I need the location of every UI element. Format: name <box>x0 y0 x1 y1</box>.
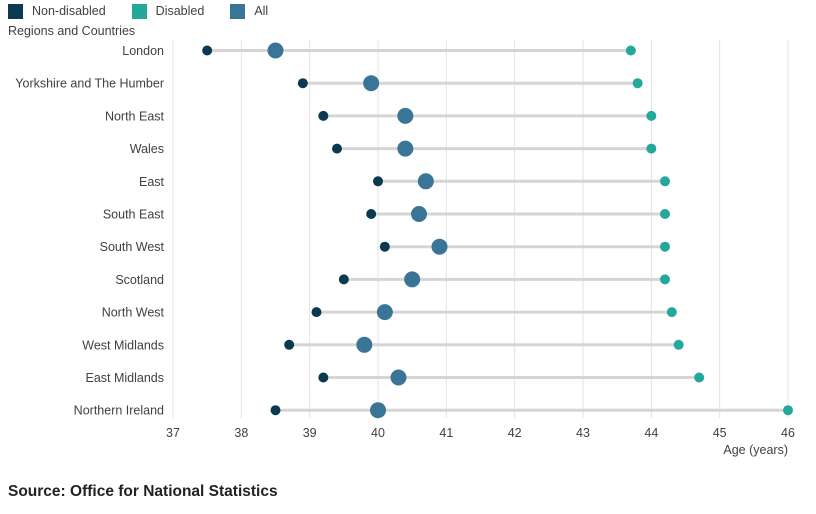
row-scotland <box>338 271 670 288</box>
legend: Non-disabled Disabled All <box>8 2 294 20</box>
dot-disabled-north-east[interactable] <box>646 110 657 121</box>
dot-non-disabled-northern-ireland[interactable] <box>270 405 281 416</box>
legend-swatch-disabled <box>131 3 147 19</box>
legend-item-non-disabled[interactable]: Non-disabled <box>8 3 106 19</box>
category-label-east-midlands: East Midlands <box>85 371 164 385</box>
legend-label-non-disabled: Non-disabled <box>32 4 106 18</box>
dot-disabled-yorkshire-and-the-humber[interactable] <box>632 78 643 89</box>
dot-non-disabled-south-east[interactable] <box>366 209 377 219</box>
dot-non-disabled-east[interactable] <box>373 176 383 187</box>
x-tick-label-38: 38 <box>234 426 248 440</box>
dot-disabled-south-east[interactable] <box>660 209 670 219</box>
grid-lines <box>172 40 789 418</box>
dot-all-yorkshire-and-the-humber[interactable] <box>363 75 380 92</box>
dot-disabled-north-west[interactable] <box>666 307 677 318</box>
row-northern-ireland <box>270 402 793 419</box>
dot-non-disabled-london[interactable] <box>202 45 213 56</box>
row-yorkshire-and-the-humber <box>297 75 643 92</box>
dot-all-south-east[interactable] <box>411 206 427 222</box>
legend-item-all[interactable]: All <box>230 3 269 19</box>
dot-all-north-east[interactable] <box>397 107 414 124</box>
category-label-scotland: Scotland <box>115 273 164 287</box>
legend-swatch-all <box>230 3 246 19</box>
dot-all-london[interactable] <box>267 42 284 59</box>
category-label-northern-ireland: Northern Ireland <box>74 404 164 418</box>
dot-non-disabled-wales[interactable] <box>332 143 342 154</box>
row-south-west <box>379 238 670 255</box>
x-axis-title: Age (years) <box>723 443 788 457</box>
dot-all-east[interactable] <box>417 173 434 190</box>
dot-non-disabled-east-midlands[interactable] <box>318 372 329 383</box>
category-label-west-midlands: West Midlands <box>82 338 164 352</box>
x-tick-label-39: 39 <box>303 426 317 440</box>
row-north-west <box>311 304 677 321</box>
dot-non-disabled-west-midlands[interactable] <box>284 339 295 350</box>
x-tick-labels: 37 38 39 40 41 42 43 44 45 46 <box>166 426 795 440</box>
dot-non-disabled-yorkshire-and-the-humber[interactable] <box>297 78 308 89</box>
dot-all-northern-ireland[interactable] <box>370 402 386 419</box>
y-category-labels: London Yorkshire and The Humber North East… <box>15 44 164 418</box>
legend-item-disabled[interactable]: Disabled <box>131 3 205 19</box>
row-west-midlands <box>284 336 684 353</box>
x-tick-label-46: 46 <box>781 426 795 440</box>
x-tick-label-40: 40 <box>371 426 385 440</box>
dot-non-disabled-north-east[interactable] <box>318 110 329 121</box>
data-rows <box>202 42 793 419</box>
x-tick-label-45: 45 <box>713 426 727 440</box>
row-east <box>373 173 670 190</box>
row-london <box>202 42 636 59</box>
legend-label-disabled: Disabled <box>155 4 205 18</box>
category-label-north-west: North West <box>102 306 165 320</box>
dot-all-scotland[interactable] <box>404 271 421 288</box>
dumbbell-chart: 37 38 39 40 41 42 43 44 45 46 London Yorkshire and… <box>15 40 795 440</box>
category-label-south-west: South West <box>100 240 165 254</box>
x-tick-label-44: 44 <box>644 426 658 440</box>
dot-disabled-south-west[interactable] <box>660 241 670 252</box>
dot-disabled-west-midlands[interactable] <box>673 339 684 350</box>
row-wales <box>332 140 657 157</box>
category-label-yorkshire-and-the-humber: Yorkshire and The Humber <box>15 77 164 91</box>
dot-non-disabled-north-west[interactable] <box>311 307 322 318</box>
legend-label-all: All <box>254 4 269 18</box>
category-label-east: East <box>139 175 165 189</box>
dot-non-disabled-south-west[interactable] <box>379 241 390 252</box>
dot-disabled-east-midlands[interactable] <box>694 372 705 383</box>
dot-non-disabled-scotland[interactable] <box>338 274 349 285</box>
dot-disabled-northern-ireland[interactable] <box>783 405 793 416</box>
category-label-north-east: North East <box>105 109 165 123</box>
row-east-midlands <box>318 369 705 386</box>
row-north-east <box>318 107 657 124</box>
legend-swatch-non-disabled <box>8 3 23 19</box>
dot-all-north-west[interactable] <box>376 304 393 321</box>
x-tick-label-37: 37 <box>166 426 180 440</box>
category-label-south-east: South East <box>103 208 165 222</box>
y-axis-title: Regions and Countries <box>8 24 136 38</box>
x-tick-label-41: 41 <box>439 426 453 440</box>
x-tick-label-43: 43 <box>576 426 590 440</box>
dot-all-east-midlands[interactable] <box>390 369 407 386</box>
dot-all-south-west[interactable] <box>431 238 448 255</box>
dot-disabled-london[interactable] <box>625 45 636 56</box>
dot-disabled-scotland[interactable] <box>660 274 670 285</box>
category-label-wales: Wales <box>130 142 164 156</box>
dot-all-wales[interactable] <box>397 140 414 157</box>
source-note: Source: Office for National Statistics <box>8 483 278 500</box>
dot-disabled-wales[interactable] <box>646 143 657 154</box>
dot-disabled-east[interactable] <box>660 176 670 187</box>
row-south-east <box>366 206 670 222</box>
x-tick-label-42: 42 <box>508 426 522 440</box>
dot-all-west-midlands[interactable] <box>356 336 373 353</box>
category-label-london: London <box>122 44 164 58</box>
